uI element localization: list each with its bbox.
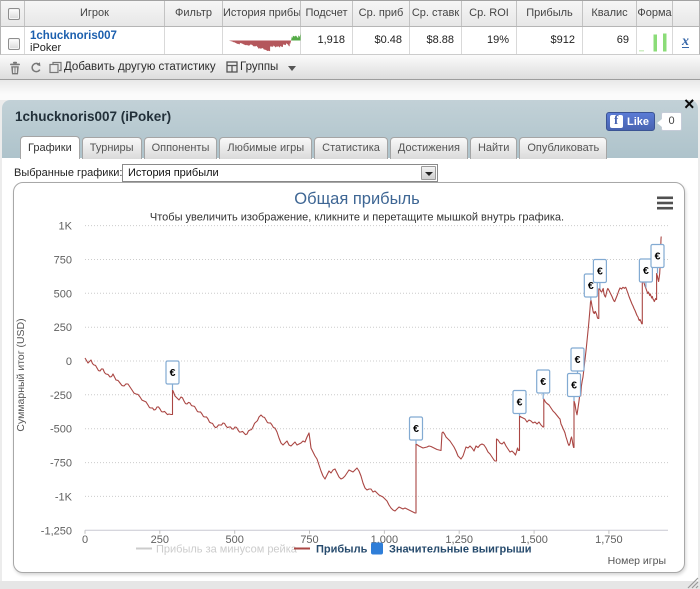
svg-text:Чтобы увеличить изображение, к: Чтобы увеличить изображение, кликните и …: [150, 212, 564, 224]
svg-text:€: €: [575, 354, 581, 366]
svg-text:€: €: [170, 367, 176, 379]
svg-text:1,750: 1,750: [595, 534, 623, 546]
svg-text:0: 0: [66, 356, 72, 368]
svg-text:Значительные выигрыши: Значительные выигрыши: [389, 544, 532, 556]
svg-text:Номер игры: Номер игры: [608, 555, 666, 567]
svg-text:€: €: [517, 397, 523, 409]
svg-text:1,500: 1,500: [520, 534, 548, 546]
svg-text:€: €: [597, 266, 603, 278]
svg-text:€: €: [655, 251, 661, 263]
svg-text:-1K: -1K: [55, 491, 73, 503]
svg-text:250: 250: [151, 534, 169, 546]
svg-text:-500: -500: [50, 424, 72, 436]
svg-text:Прибыль за минусом рейка: Прибыль за минусом рейка: [156, 544, 298, 556]
svg-text:€: €: [643, 265, 649, 277]
svg-text:500: 500: [54, 288, 72, 300]
svg-text:1K: 1K: [59, 221, 73, 233]
svg-text:750: 750: [300, 534, 318, 546]
svg-text:250: 250: [54, 322, 72, 334]
svg-text:€: €: [413, 423, 419, 435]
svg-text:€: €: [540, 376, 546, 388]
svg-text:€: €: [571, 380, 577, 392]
svg-text:0: 0: [82, 534, 88, 546]
svg-text:-1,250: -1,250: [41, 525, 72, 537]
svg-text:750: 750: [54, 255, 72, 267]
svg-text:500: 500: [226, 534, 244, 546]
svg-text:-250: -250: [50, 390, 72, 402]
svg-text:€: €: [588, 280, 594, 292]
svg-text:Прибыль: Прибыль: [316, 544, 368, 556]
svg-text:Суммарный итог (USD): Суммарный итог (USD): [15, 318, 27, 431]
svg-text:Общая прибыль: Общая прибыль: [294, 190, 419, 208]
svg-text:1,250: 1,250: [445, 534, 473, 546]
svg-text:-750: -750: [50, 458, 72, 470]
